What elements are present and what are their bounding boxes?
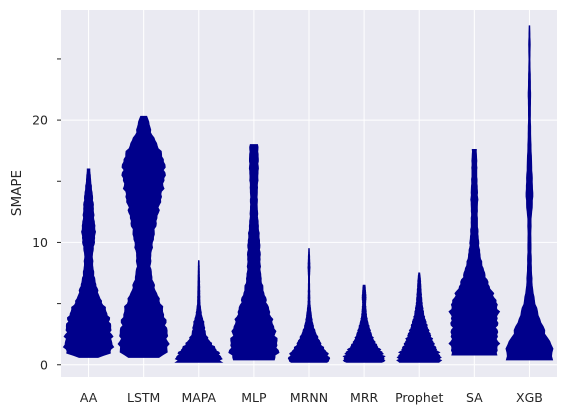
violin-xgb [505,25,554,361]
x-tick-label: XGB [516,390,543,405]
y-tick-label: 0 [40,357,48,372]
y-axis-label: SMAPE [9,170,25,216]
violin-prophet [396,272,443,363]
x-tick-label: AA [80,390,98,405]
violin-lstm [117,115,170,358]
x-tick-label: MRR [350,390,378,405]
x-tick-label: SA [466,390,483,405]
x-tick-label: LSTM [127,390,160,405]
violin-mlp [228,144,280,361]
y-tick-label: 10 [32,235,48,250]
violin-sa [448,149,501,356]
y-tick-label: 20 [32,113,48,128]
violin-aa [62,168,115,358]
x-tick-label: MAPA [181,390,216,405]
x-tick-label: Prophet [395,390,443,405]
x-tick-label: MRNN [290,390,328,405]
violin-mrnn [287,248,331,363]
y-tick-labels: 0 10 20 [32,113,48,373]
violin-mapa [174,260,224,363]
x-tick-labels: AA LSTM MAPA MLP MRNN MRR Prophet SA XGB [80,390,543,405]
violins [62,25,554,363]
violin-mrr [342,284,386,363]
y-tick-marks [57,58,61,366]
x-tick-label: MLP [241,390,267,405]
